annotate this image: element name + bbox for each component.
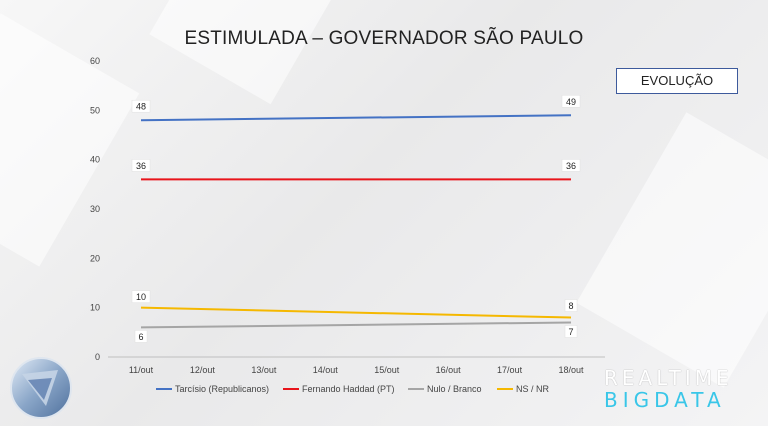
brand-line2: BIGDATA	[604, 388, 726, 412]
x-tick-label: 15/out	[374, 365, 400, 375]
series-line	[140, 321, 572, 329]
evolution-button[interactable]: EVOLUÇÃO	[616, 68, 738, 94]
y-tick-label: 30	[90, 204, 100, 214]
y-tick-label: 50	[90, 105, 100, 115]
x-tick-label: 16/out	[436, 365, 462, 375]
x-tick-label: 12/out	[190, 365, 216, 375]
y-tick-label: 60	[90, 56, 100, 66]
y-tick-label: 20	[90, 253, 100, 263]
x-tick-label: 18/out	[558, 365, 584, 375]
data-label: 6	[138, 332, 143, 342]
data-label-box	[131, 290, 151, 303]
brand-line1: REALTIME	[604, 366, 733, 390]
data-label: 8	[568, 301, 573, 311]
data-label-box	[131, 99, 151, 113]
data-label: 49	[566, 97, 576, 107]
series-line	[140, 114, 572, 122]
data-label: 7	[568, 327, 573, 337]
data-label: 36	[566, 161, 576, 171]
x-tick-label: 11/out	[129, 365, 154, 375]
legend-item-label: NS / NR	[516, 384, 550, 394]
data-label-box	[561, 95, 581, 108]
y-tick-label: 10	[90, 303, 100, 313]
legend-item-label: Nulo / Branco	[427, 384, 482, 394]
data-label: 36	[136, 161, 146, 171]
x-tick-label: 13/out	[251, 365, 277, 375]
data-label-box	[131, 159, 151, 172]
data-label: 48	[136, 102, 146, 112]
x-tick-label: 17/out	[497, 365, 523, 375]
chart-title: ESTIMULADA – GOVERNADOR SÃO PAULO	[184, 28, 584, 49]
data-label-box	[564, 299, 578, 312]
brand-logo: REALTIME BIGDATA	[604, 368, 754, 412]
data-label-box	[134, 330, 148, 343]
data-label-box	[564, 325, 578, 338]
series-line	[140, 306, 572, 319]
data-label: 10	[136, 292, 146, 302]
legend-item-label: Tarcísio (Republicanos)	[175, 384, 269, 394]
legend-item-label: Fernando Haddad (PT)	[302, 384, 395, 394]
y-tick-label: 0	[95, 352, 100, 362]
data-label-box	[561, 159, 581, 172]
x-tick-label: 14/out	[313, 365, 339, 375]
y-tick-label: 40	[90, 155, 100, 165]
record-logo-icon	[10, 357, 72, 419]
